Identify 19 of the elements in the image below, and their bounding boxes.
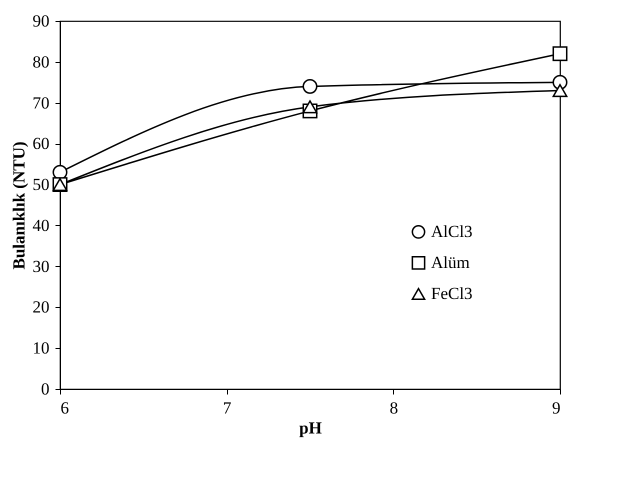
y-tick-label: 50 [32,175,50,194]
y-tick-label: 60 [32,134,50,154]
y-axis-title: Bulanıklık (NTU) [10,141,28,270]
y-tick-label: 40 [32,216,50,235]
y-tick-label: 0 [41,380,50,398]
x-tick-label: 6 [60,398,69,418]
y-tick-label: 30 [32,256,50,276]
x-tick-label: 7 [222,398,232,418]
legend-label: FeCl3 [431,284,473,303]
x-tick-label: 9 [552,398,560,418]
y-tick-label: 90 [32,12,50,30]
y-tick-label: 20 [32,298,50,317]
y-tick-label: 10 [32,338,50,358]
x-axis-title: pH [299,418,322,438]
y-tick-label: 80 [32,52,50,72]
legend-label: Alüm [431,252,470,272]
legend-label: AlCl3 [431,222,473,241]
y-tick-label: 70 [32,93,50,112]
x-tick-label: 8 [390,398,398,418]
